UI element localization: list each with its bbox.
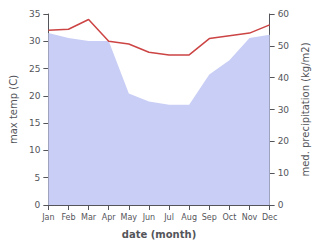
svg-text:40: 40: [278, 73, 290, 83]
svg-text:Sep: Sep: [202, 213, 217, 222]
svg-text:Feb: Feb: [61, 213, 75, 222]
svg-text:Aug: Aug: [181, 213, 197, 222]
svg-text:Nov: Nov: [242, 213, 258, 222]
svg-text:25: 25: [29, 64, 40, 74]
svg-text:0: 0: [278, 200, 284, 210]
svg-text:May: May: [121, 213, 138, 222]
svg-text:5: 5: [35, 173, 41, 183]
svg-text:Mar: Mar: [81, 213, 97, 222]
svg-text:Oct: Oct: [222, 213, 236, 222]
svg-text:20: 20: [29, 91, 41, 101]
svg-text:Jul: Jul: [163, 213, 174, 222]
svg-text:10: 10: [278, 168, 290, 178]
svg-text:30: 30: [278, 105, 290, 115]
svg-text:10: 10: [29, 145, 41, 155]
svg-text:15: 15: [29, 118, 40, 128]
svg-text:35: 35: [29, 9, 40, 19]
svg-text:Apr: Apr: [102, 213, 117, 222]
svg-text:Dec: Dec: [262, 213, 277, 222]
svg-text:60: 60: [278, 9, 290, 19]
svg-text:30: 30: [29, 36, 41, 46]
svg-text:max temp (C): max temp (C): [8, 75, 19, 144]
svg-text:date (month): date (month): [122, 229, 196, 240]
svg-text:50: 50: [278, 41, 290, 51]
svg-text:Jan: Jan: [41, 213, 54, 222]
svg-text:med. precipitation (kg/m2): med. precipitation (kg/m2): [300, 42, 311, 176]
svg-text:Jun: Jun: [142, 213, 156, 222]
svg-text:0: 0: [35, 200, 41, 210]
svg-text:20: 20: [278, 136, 290, 146]
